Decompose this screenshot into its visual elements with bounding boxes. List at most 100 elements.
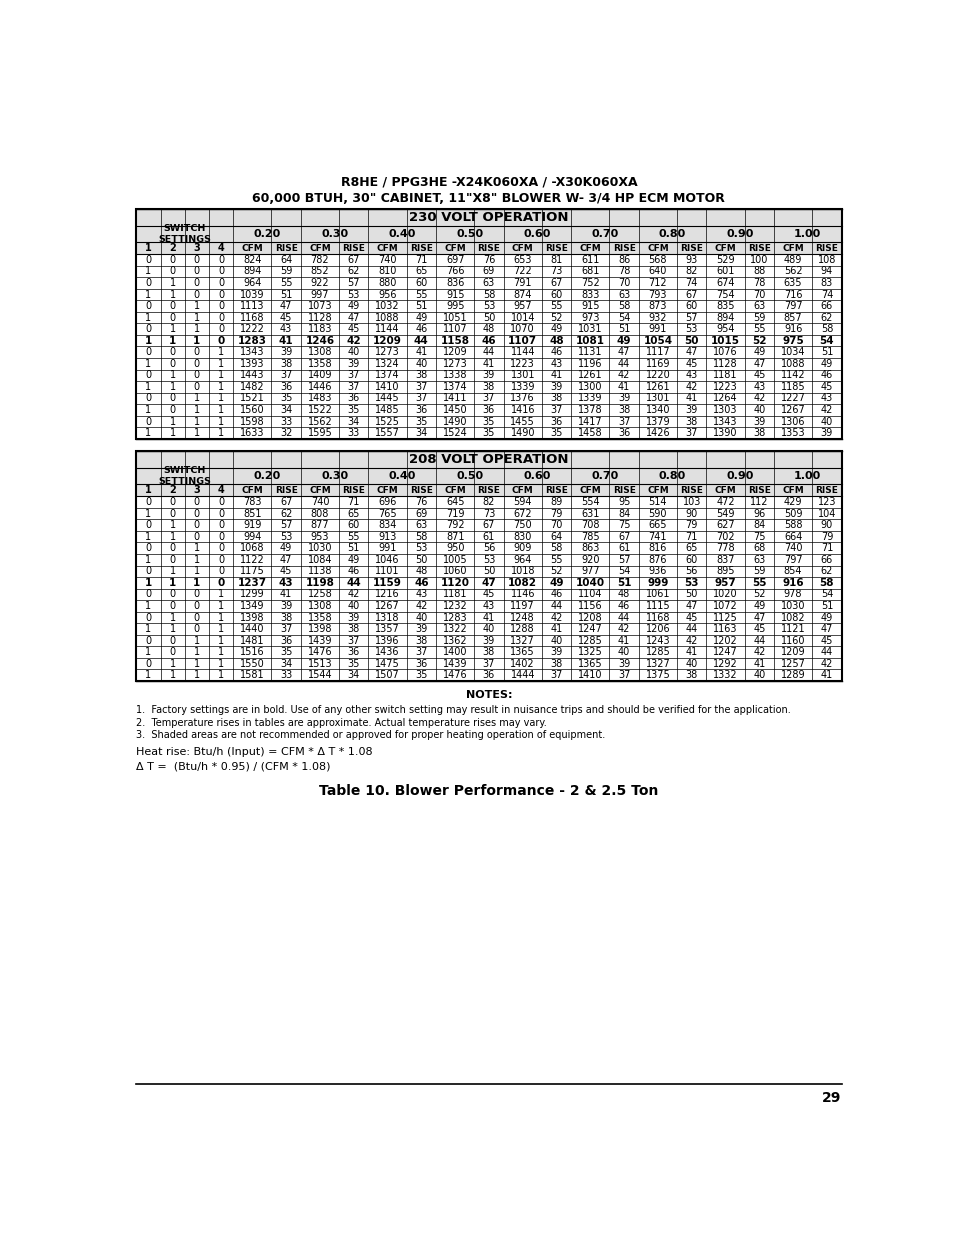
Text: 1: 1 [170,671,175,680]
Text: 1: 1 [145,531,152,542]
Text: 38: 38 [415,636,427,646]
Text: 47: 47 [685,347,698,357]
Text: 1243: 1243 [645,636,670,646]
Text: 58: 58 [618,301,630,311]
Text: 37: 37 [347,370,359,380]
Bar [136,358,841,369]
Text: 1216: 1216 [375,589,399,599]
Text: 1: 1 [218,416,224,426]
Text: 835: 835 [716,301,734,311]
Text: 1: 1 [145,359,152,369]
Text: RISE: RISE [477,485,499,495]
Text: 1376: 1376 [510,394,535,404]
Text: 36: 36 [347,647,359,657]
Text: 915: 915 [445,289,464,300]
Text: 1398: 1398 [308,624,332,634]
Text: 35: 35 [347,405,359,415]
Text: 1288: 1288 [510,624,535,634]
Text: 0: 0 [145,416,152,426]
Text: 1081: 1081 [576,336,604,346]
Text: 833: 833 [580,289,598,300]
Text: 81: 81 [550,254,562,264]
Text: 1032: 1032 [375,301,399,311]
Text: 51: 51 [347,543,359,553]
Text: 53: 53 [482,555,495,564]
Text: CFM: CFM [646,485,668,495]
Text: 55: 55 [550,555,562,564]
Text: 73: 73 [550,267,562,277]
Text: 894: 894 [243,267,261,277]
Text: 1: 1 [145,578,152,588]
Text: 1084: 1084 [308,555,332,564]
Text: 96: 96 [752,509,764,519]
Text: 90: 90 [685,509,697,519]
Text: 43: 43 [280,324,292,335]
Bar [136,393,841,404]
Text: 1416: 1416 [510,405,535,415]
Text: 1481: 1481 [240,636,264,646]
Text: 0.20: 0.20 [253,228,280,238]
Text: 1340: 1340 [645,405,669,415]
Text: 740: 740 [311,496,329,508]
Text: 1030: 1030 [780,601,804,611]
Text: 57: 57 [279,520,292,530]
Text: 2.  Temperature rises in tables are approximate. Actual temperature rises may va: 2. Temperature rises in tables are appro… [136,718,546,727]
Text: 674: 674 [716,278,734,288]
Bar [136,451,841,680]
Text: 991: 991 [378,543,396,553]
Text: 1: 1 [193,555,200,564]
Text: 590: 590 [648,509,666,519]
Text: 1: 1 [193,636,200,646]
Text: 1: 1 [145,289,152,300]
Text: CFM: CFM [781,243,803,253]
Text: 0.70: 0.70 [591,471,618,480]
Text: 46: 46 [550,347,562,357]
Text: 1: 1 [193,578,200,588]
Text: 873: 873 [648,301,666,311]
Text: 1378: 1378 [578,405,602,415]
Text: 915: 915 [580,301,598,311]
Text: 1: 1 [170,624,175,634]
Text: 36: 36 [280,382,292,391]
Text: 1458: 1458 [578,429,602,438]
Text: 44: 44 [618,359,630,369]
Text: 42: 42 [415,601,427,611]
Text: 1138: 1138 [308,567,332,577]
Text: Δ T =  (Btu/h * 0.95) / (CFM * 1.08): Δ T = (Btu/h * 0.95) / (CFM * 1.08) [136,762,331,772]
Text: 82: 82 [482,496,495,508]
Text: 45: 45 [820,636,832,646]
Text: 1168: 1168 [645,613,669,622]
Text: 52: 52 [752,589,764,599]
Text: 0: 0 [193,613,200,622]
Text: CFM: CFM [714,243,736,253]
Text: 1: 1 [218,636,224,646]
Text: 1300: 1300 [578,382,602,391]
Text: 0.50: 0.50 [456,228,483,238]
Text: 1: 1 [218,382,224,391]
Text: 0: 0 [170,359,175,369]
Text: 765: 765 [377,509,396,519]
Text: 1522: 1522 [307,405,332,415]
Text: 54: 54 [618,567,630,577]
Text: 83: 83 [820,278,832,288]
Text: 1113: 1113 [240,301,264,311]
Text: 37: 37 [618,416,630,426]
Text: 38: 38 [415,370,427,380]
Text: 44: 44 [346,578,361,588]
Text: 0: 0 [145,324,152,335]
Text: 76: 76 [482,254,495,264]
Text: 681: 681 [580,267,598,277]
Text: 1039: 1039 [240,289,264,300]
Text: 39: 39 [482,636,495,646]
Text: 40: 40 [482,624,495,634]
Text: 696: 696 [378,496,396,508]
Text: 1507: 1507 [375,671,399,680]
Text: 1248: 1248 [510,613,535,622]
Text: 1476: 1476 [442,671,467,680]
Text: CFM: CFM [376,485,398,495]
Text: 0: 0 [193,359,200,369]
Text: 1237: 1237 [237,578,267,588]
Text: 44: 44 [820,647,832,657]
Text: 71: 71 [415,254,427,264]
Text: 0: 0 [145,658,152,668]
